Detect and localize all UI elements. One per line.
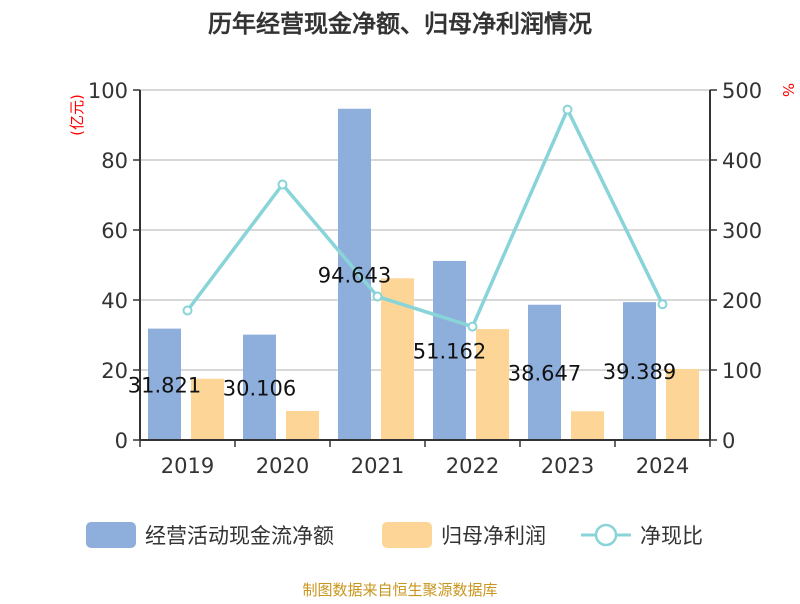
y-tick-label: 80 (101, 149, 128, 173)
legend-swatch-marker (594, 523, 618, 547)
y-tick-label: 0 (115, 429, 128, 453)
line-point (277, 179, 288, 190)
bar-net-profit (571, 411, 604, 440)
line-cash-ratio (186, 105, 665, 329)
legend-label: 净现比 (640, 524, 703, 548)
bar-operating-cashflow (243, 334, 276, 440)
bar-net-profit (666, 368, 699, 440)
y-tick-label: 60 (101, 219, 128, 243)
bar-operating-cashflow (148, 328, 181, 440)
bar-net-profit (286, 410, 319, 440)
data-label: 31.821 (128, 373, 201, 397)
data-label: 94.643 (318, 263, 391, 287)
x-tick-label: 2024 (636, 454, 689, 478)
y-tick-label: 100 (88, 79, 128, 103)
y2-tick-label: 400 (722, 149, 762, 173)
data-label: 51.162 (413, 339, 486, 363)
x-tick-label: 2020 (256, 454, 309, 478)
line-point (467, 321, 478, 332)
y-tick-label: 40 (101, 289, 128, 313)
y2-tick-label: 100 (722, 359, 762, 383)
x-tick-label: 2022 (446, 454, 499, 478)
y-tick-label: 20 (101, 359, 128, 383)
bar-operating-cashflow (433, 260, 466, 440)
legend-label: 归母净利润 (441, 524, 546, 548)
y2-axis-label: % (779, 83, 797, 97)
legend-swatch-operating-cashflow (86, 522, 136, 548)
x-tick-label: 2019 (161, 454, 214, 478)
y2-tick-label: 0 (722, 429, 735, 453)
y2-tick-label: 300 (722, 219, 762, 243)
line-point (562, 104, 573, 115)
source-note: 制图数据来自恒生聚源数据库 (302, 581, 497, 599)
bar-operating-cashflow (623, 302, 656, 440)
x-tick-label: 2021 (351, 454, 404, 478)
line-point (372, 291, 383, 302)
bar-net-profit (476, 329, 509, 440)
line-point (657, 299, 668, 310)
line-point (182, 305, 193, 316)
x-tick-label: 2023 (541, 454, 594, 478)
chart-title: 历年经营现金净额、归母净利润情况 (208, 10, 592, 38)
bar-operating-cashflow (338, 108, 371, 440)
y2-tick-label: 500 (722, 79, 762, 103)
legend-swatch-net-profit (382, 522, 432, 548)
data-label: 39.389 (603, 360, 676, 384)
bar-operating-cashflow (528, 304, 561, 440)
bar-net-profit (191, 378, 224, 440)
y2-tick-label: 200 (722, 289, 762, 313)
legend-label: 经营活动现金流净额 (145, 524, 334, 548)
data-label: 38.647 (508, 361, 581, 385)
y-axis-label: (亿元) (68, 94, 86, 136)
data-label: 30.106 (223, 376, 296, 400)
